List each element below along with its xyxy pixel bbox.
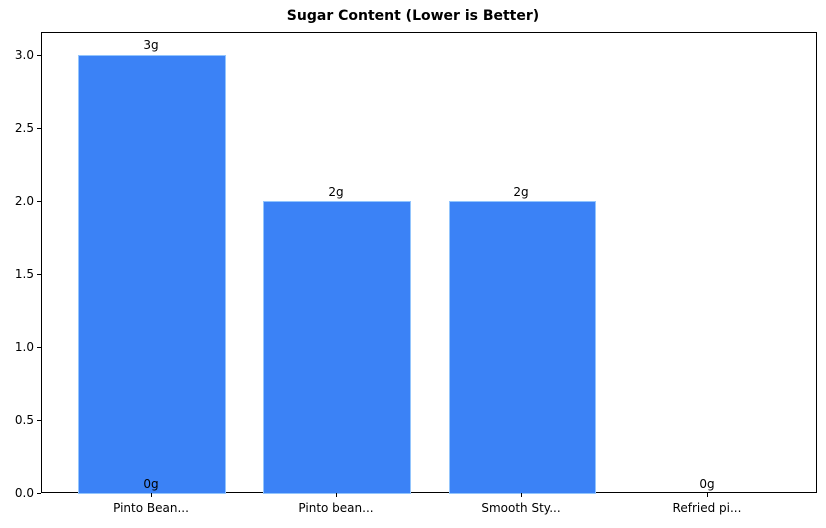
bar-pinto-bean-1 xyxy=(78,55,226,494)
bar-pinto-bean-2 xyxy=(263,201,411,494)
bar-value-label: 2g xyxy=(513,185,529,199)
plot-area xyxy=(41,32,817,494)
y-tick-label: 2.5 xyxy=(14,121,34,135)
y-tick-label: 0.0 xyxy=(14,486,34,500)
y-tick-label: 3.0 xyxy=(14,48,34,62)
bar-value-label: 3g xyxy=(143,38,159,52)
bar-value-label: 2g xyxy=(328,185,344,199)
bar-smooth-style xyxy=(449,201,596,494)
bar-value-label: 0g xyxy=(699,477,715,491)
x-tick-label: Smooth Sty... xyxy=(481,501,561,515)
x-tick xyxy=(707,493,708,497)
y-tick xyxy=(37,128,41,129)
y-tick-label: 0.5 xyxy=(14,413,34,427)
x-tick-label: Refried pi... xyxy=(672,501,742,515)
y-tick xyxy=(37,420,41,421)
x-tick-label: Pinto bean... xyxy=(298,501,374,515)
y-tick xyxy=(37,201,41,202)
x-tick xyxy=(521,493,522,497)
chart-title: Sugar Content (Lower is Better) xyxy=(286,8,540,24)
y-tick-label: 2.0 xyxy=(14,194,34,208)
y-tick xyxy=(37,493,41,494)
y-tick-label: 1.0 xyxy=(14,340,34,354)
y-tick xyxy=(37,347,41,348)
y-tick-label: 1.5 xyxy=(14,267,34,281)
x-tick-label: Pinto Bean... xyxy=(113,501,189,515)
y-tick xyxy=(37,55,41,56)
x-tick xyxy=(151,493,152,497)
y-tick xyxy=(37,274,41,275)
x-tick xyxy=(336,493,337,497)
bar-zero-annotation: 0g xyxy=(143,477,159,491)
